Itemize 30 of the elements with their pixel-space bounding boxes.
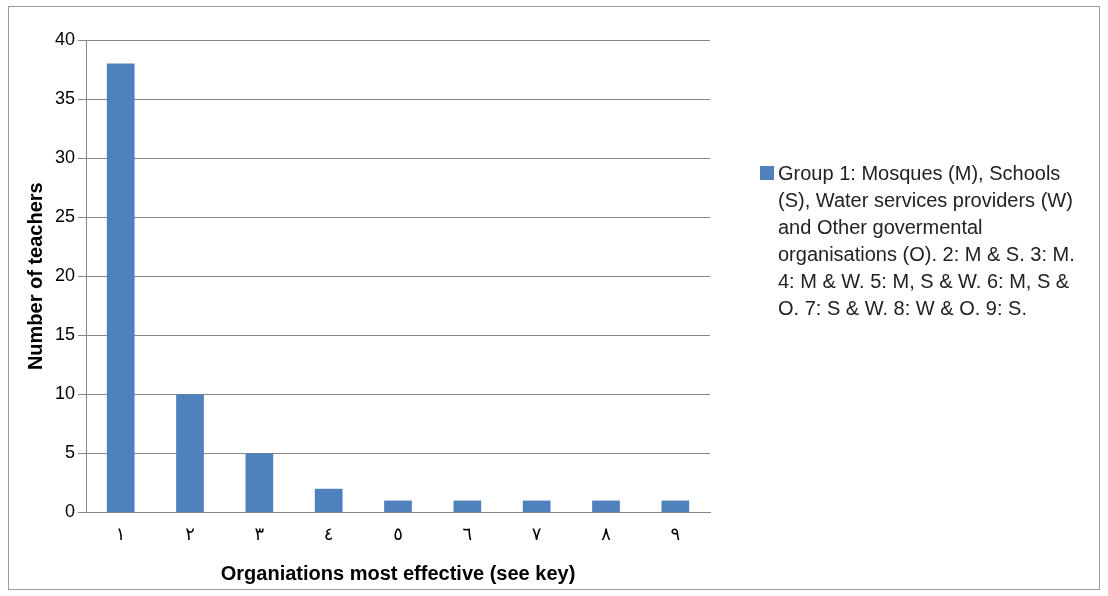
bar <box>314 488 343 512</box>
bar <box>176 394 204 512</box>
y-tick-label: 20 <box>54 265 76 286</box>
x-tick-label: ٣ <box>254 522 265 544</box>
y-tick-label: 35 <box>54 88 76 109</box>
y-tick-label: 10 <box>54 383 76 404</box>
x-tick-label: ٢ <box>185 522 195 544</box>
bar <box>453 500 482 512</box>
x-tick-label: ٧ <box>531 522 542 544</box>
bar <box>384 500 412 512</box>
x-tick-label: ٩ <box>670 522 681 544</box>
x-axis-title: Organiations most effective (see key) <box>220 561 576 584</box>
bar <box>522 500 551 512</box>
x-tick-label: ٥ <box>393 522 403 544</box>
y-tick-label: 30 <box>54 147 76 168</box>
y-tick-label: 15 <box>54 324 76 345</box>
y-tick-label: 0 <box>65 501 76 522</box>
bar <box>661 500 690 512</box>
y-tick-label: 25 <box>54 206 76 227</box>
x-tick-label: ٤ <box>323 522 334 544</box>
bar <box>245 453 274 512</box>
y-tick-label: 5 <box>65 442 76 463</box>
y-tick-label: 40 <box>54 28 76 49</box>
legend-label: Group 1: Mosques (M), Schools (S), Water services providers (W) and Other govermental organisations (O). 2: M & S. 3: M. 4: M & W. 5: M, S & W. 6: M, S & O. 7: S & W. 8: W & O. 9: S. <box>778 161 1076 321</box>
bar <box>106 63 135 512</box>
bar <box>592 500 620 512</box>
x-tick-label: ١ <box>115 522 126 544</box>
y-axis-title: Number of teachers <box>23 182 46 371</box>
x-tick-label: ٨ <box>601 522 612 544</box>
x-tick-label: ٦ <box>462 522 473 544</box>
